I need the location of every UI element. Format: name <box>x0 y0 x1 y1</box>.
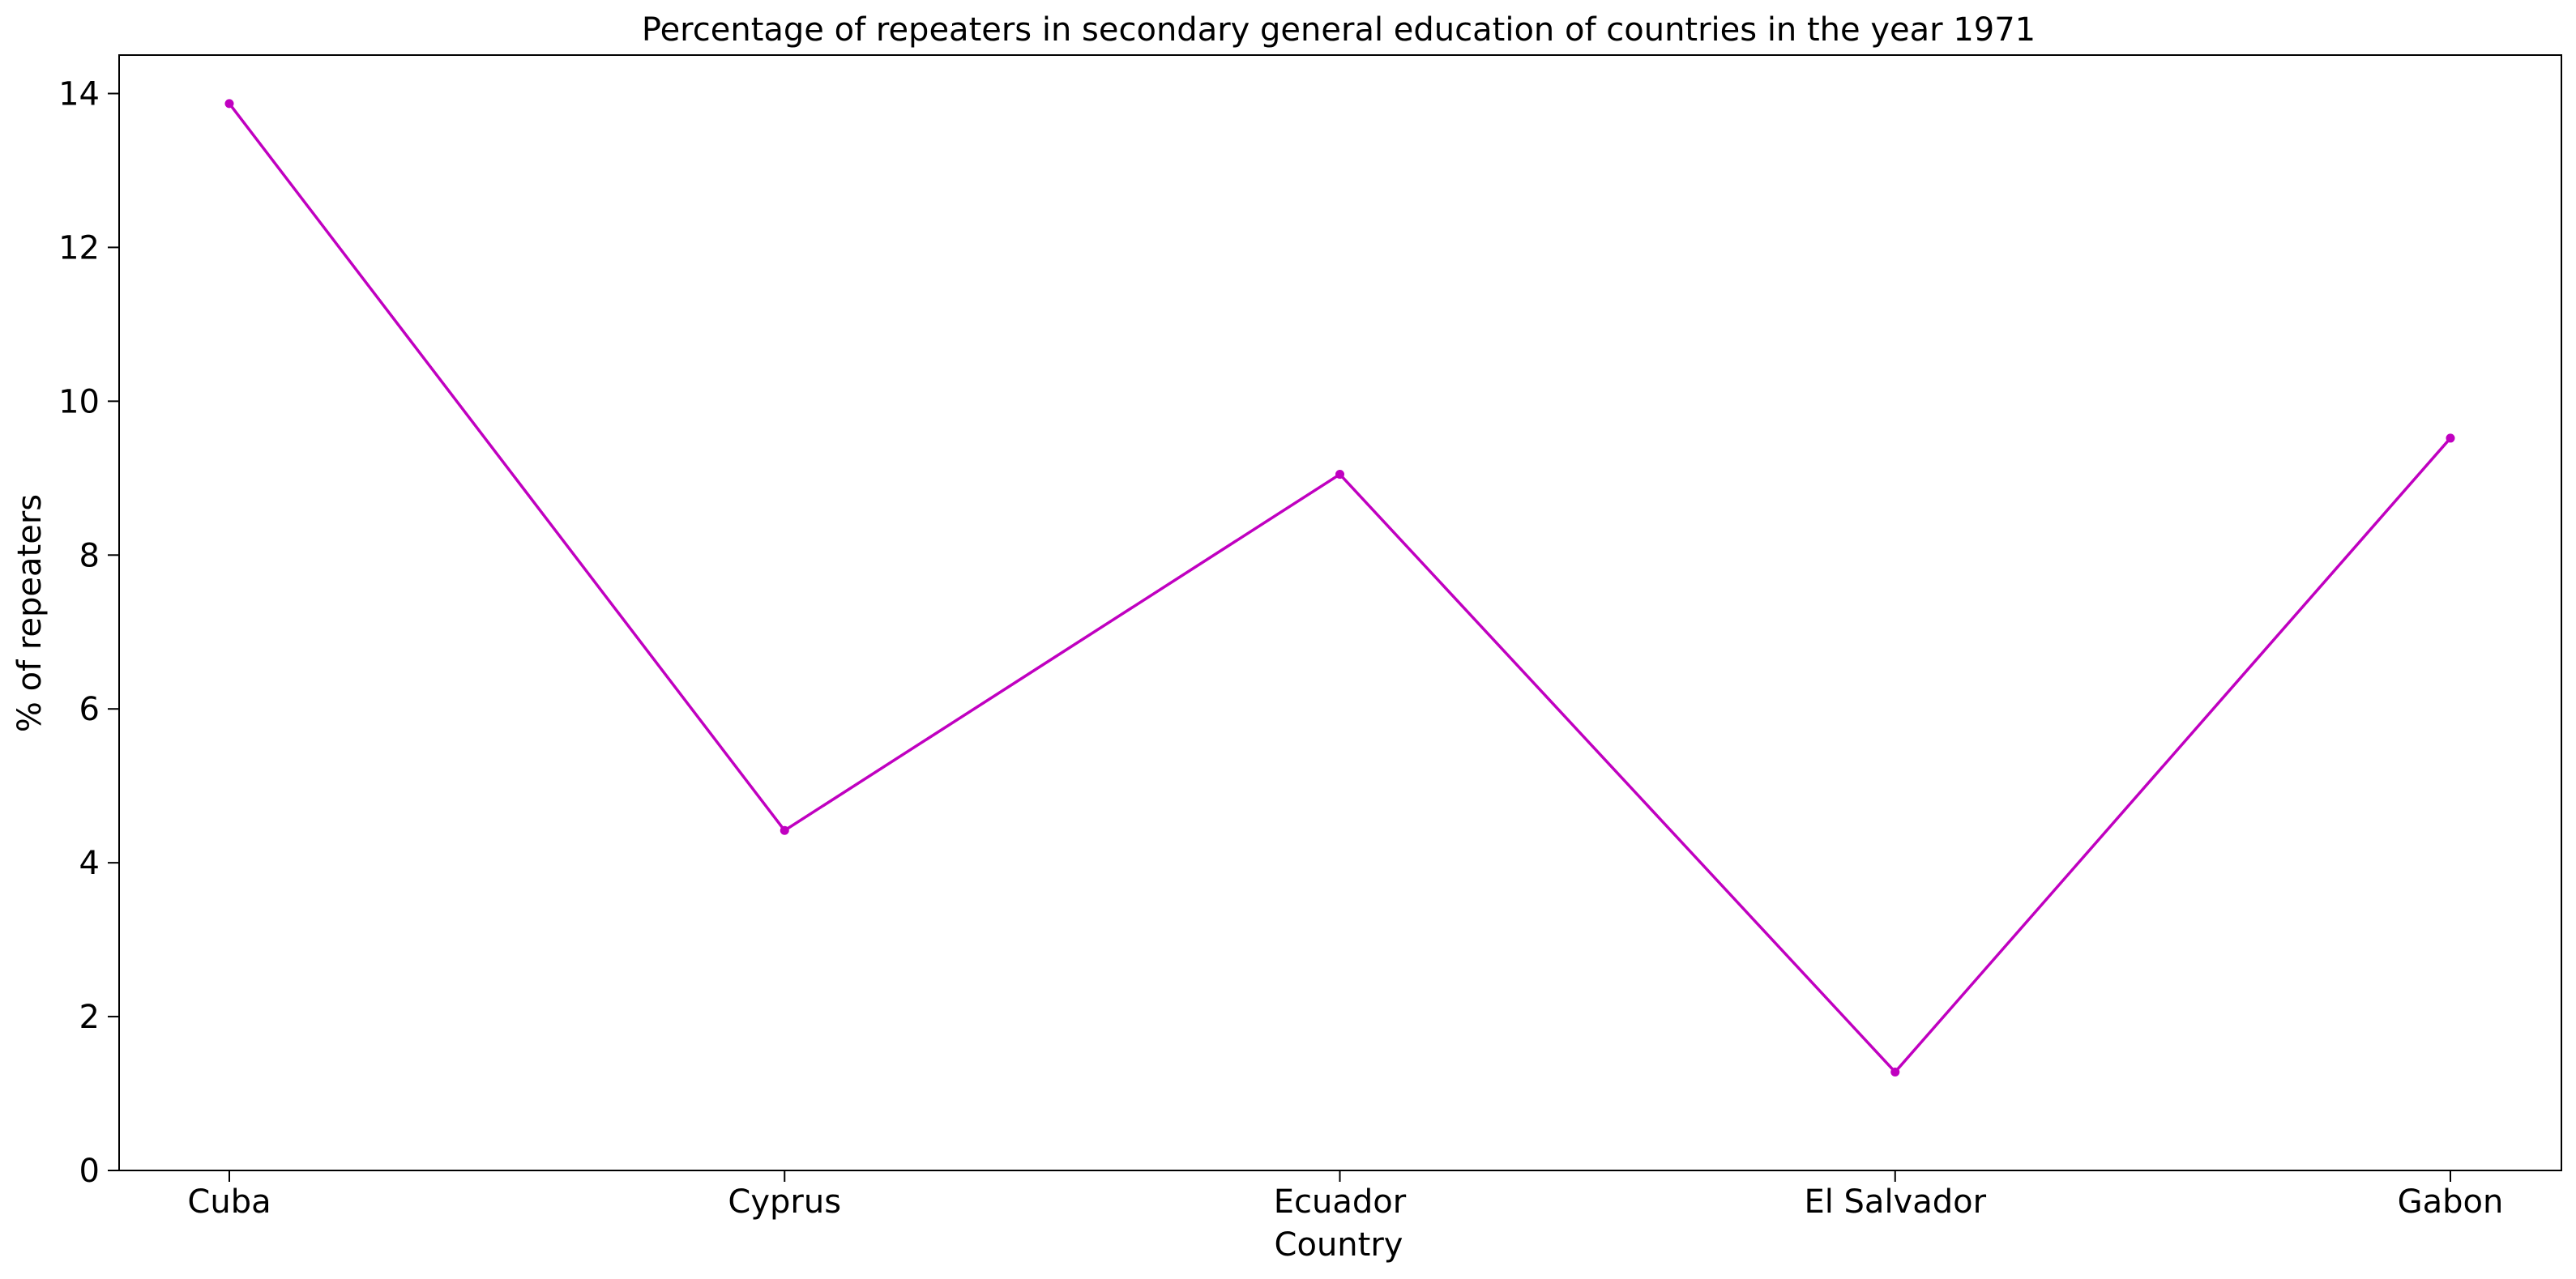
x-tick-label: Cuba <box>187 1183 271 1221</box>
y-tick-label: 0 <box>79 1153 100 1190</box>
y-tick-label: 14 <box>58 75 100 113</box>
data-point <box>224 99 234 109</box>
x-tick-label: Cyprus <box>728 1183 841 1221</box>
y-tick-label: 6 <box>79 691 100 728</box>
y-tick-label: 12 <box>58 229 100 266</box>
x-tick-label: Ecuador <box>1274 1183 1407 1221</box>
x-tick-label: El Salvador <box>1804 1183 1986 1221</box>
x-tick-label: Gabon <box>2398 1183 2504 1221</box>
y-axis-label: % of repeaters <box>11 494 49 732</box>
y-tick-label: 4 <box>79 845 100 882</box>
plot-frame <box>118 54 2562 1171</box>
chart-title: Percentage of repeaters in secondary gen… <box>642 11 2036 49</box>
y-tick-label: 10 <box>58 383 100 420</box>
data-point <box>2446 433 2455 443</box>
data-point <box>1890 1067 1900 1076</box>
data-point <box>780 825 789 835</box>
x-axis-label: Country <box>1275 1226 1403 1264</box>
x-axis: Cuba Cyprus Ecuador El Salvador Gabon <box>187 1170 2503 1221</box>
data-point <box>1335 470 1344 480</box>
series-layer <box>224 99 2455 1076</box>
y-axis: 0 2 4 6 8 10 12 14 <box>58 75 119 1190</box>
y-tick-label: 2 <box>79 999 100 1036</box>
y-tick-label: 8 <box>79 537 100 574</box>
series-line <box>228 102 2452 1074</box>
